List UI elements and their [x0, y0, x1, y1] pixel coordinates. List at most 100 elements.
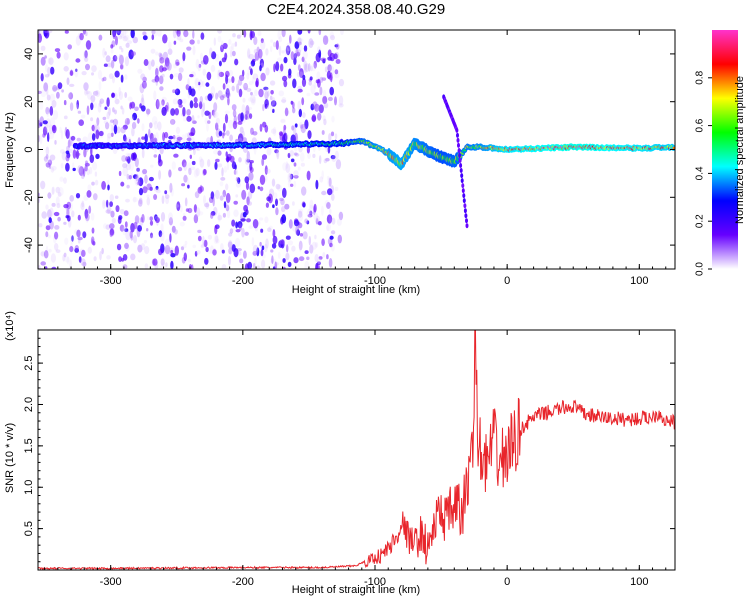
noise-blob [298, 44, 303, 52]
noise-blob [197, 115, 200, 119]
noise-blob [288, 219, 293, 229]
noise-blob [154, 148, 157, 153]
noise-blob [275, 262, 279, 266]
noise-blob [47, 132, 50, 143]
noise-blob [168, 135, 174, 140]
noise-blob [251, 237, 255, 247]
noise-blob [48, 57, 54, 65]
noise-blob [168, 217, 173, 226]
noise-blob [244, 176, 250, 184]
noise-blob [102, 76, 107, 82]
noise-blob [134, 106, 139, 112]
noise-blob [275, 183, 281, 190]
noise-blob [217, 212, 221, 220]
noise-blob [318, 30, 322, 36]
noise-blob [56, 51, 61, 59]
noise-blob [40, 251, 46, 257]
noise-blob [193, 102, 199, 109]
noise-blob [152, 258, 158, 266]
noise-blob [164, 57, 170, 67]
noise-blob [287, 172, 293, 183]
noise-blob [329, 235, 334, 240]
noise-blob [261, 154, 268, 160]
noise-blob [309, 76, 313, 81]
noise-blob [211, 51, 217, 60]
noise-blob [265, 67, 270, 76]
noise-blob [232, 120, 238, 130]
noise-blob [217, 150, 222, 156]
noise-blob [333, 53, 338, 60]
noise-blob [306, 220, 310, 225]
noise-blob [239, 223, 242, 231]
noise-blob [190, 264, 194, 269]
noise-blob [272, 204, 275, 209]
noise-blob [120, 105, 123, 110]
noise-blob [110, 210, 115, 218]
noise-blob [164, 194, 170, 200]
noise-blob [204, 257, 209, 265]
noise-blob [81, 200, 85, 208]
noise-blob [140, 73, 146, 80]
noise-blob [215, 117, 220, 125]
noise-blob [68, 92, 74, 100]
noise-blob [281, 97, 287, 104]
diagonal-streak-mark [456, 137, 460, 143]
noise-blob [74, 245, 80, 252]
noise-blob [136, 181, 142, 186]
noise-blob [287, 152, 291, 159]
noise-blob [140, 243, 146, 251]
noise-blob [67, 139, 71, 148]
noise-blob [82, 168, 86, 177]
noise-blob [222, 94, 226, 98]
noise-blob [327, 64, 332, 72]
noise-blob [275, 198, 278, 207]
noise-blob [297, 166, 301, 171]
noise-blob [112, 31, 116, 40]
noise-blob [85, 40, 92, 50]
noise-blob [132, 174, 138, 180]
noise-blob [293, 219, 300, 227]
noise-blob [87, 246, 93, 254]
noise-blob [45, 106, 50, 115]
noise-blob [46, 111, 49, 118]
noise-blob [146, 183, 152, 191]
colorbar-tick-label: 0.2 [695, 214, 706, 228]
noise-blob [338, 103, 344, 108]
noise-blob [170, 249, 174, 254]
noise-blob [245, 105, 250, 115]
noise-blob [294, 132, 298, 143]
noise-blob [45, 154, 49, 160]
noise-blob [66, 145, 70, 152]
snr-panel: -300 -200 -100 0 100 0.5 1.0 1.5 2.0 2.5 Height o… [4, 311, 676, 596]
noise-blob [294, 153, 300, 157]
noise-blob [262, 121, 267, 128]
noise-blob [270, 258, 274, 264]
noise-blob [266, 147, 272, 156]
noise-blob [125, 156, 129, 162]
noise-blob [124, 242, 129, 249]
noise-blob [213, 37, 216, 46]
noise-blob [65, 162, 70, 172]
noise-blob [174, 229, 178, 235]
noise-blob [129, 230, 133, 239]
x-tick-label: -300 [100, 576, 122, 588]
noise-blob [104, 51, 107, 56]
noise-blob [179, 38, 184, 43]
noise-blob [114, 70, 120, 78]
noise-blob [141, 123, 145, 131]
noise-blob [165, 197, 170, 205]
noise-blob [181, 159, 187, 168]
noise-blob [203, 239, 208, 248]
noise-blob [203, 169, 207, 175]
noise-blob [204, 110, 210, 116]
noise-blob [206, 71, 212, 81]
noise-blob [271, 243, 277, 249]
noise-blob [189, 154, 192, 159]
snr-scale-note: (x10⁴) [4, 311, 16, 341]
noise-blob [70, 135, 76, 141]
noise-blob [99, 100, 102, 108]
noise-blob [125, 152, 130, 160]
noise-blob [195, 58, 200, 69]
noise-blob [283, 56, 288, 64]
noise-blob [170, 119, 174, 125]
